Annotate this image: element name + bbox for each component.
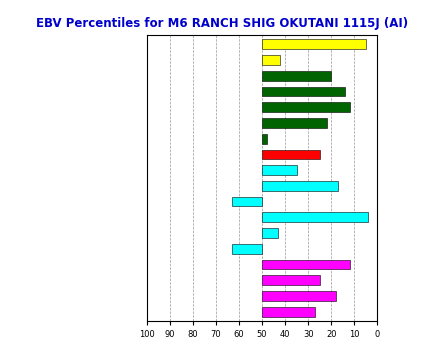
Bar (232, 244, 262, 254)
Bar (262, 307, 315, 317)
Bar (262, 213, 368, 222)
Bar (262, 39, 366, 49)
Bar (262, 55, 281, 65)
Bar (262, 71, 331, 81)
Bar (262, 165, 297, 175)
Bar (262, 228, 278, 238)
Bar (262, 181, 338, 191)
Bar (262, 134, 266, 143)
Bar (262, 87, 345, 96)
Bar (262, 102, 350, 112)
Bar (232, 197, 262, 207)
Bar (262, 149, 320, 159)
Bar (262, 291, 336, 301)
Bar (262, 118, 327, 128)
Bar (262, 260, 350, 269)
Text: EBV Percentiles for M6 RANCH SHIG OKUTANI 1115J (AI): EBV Percentiles for M6 RANCH SHIG OKUTAN… (36, 17, 408, 30)
Bar (262, 275, 320, 285)
